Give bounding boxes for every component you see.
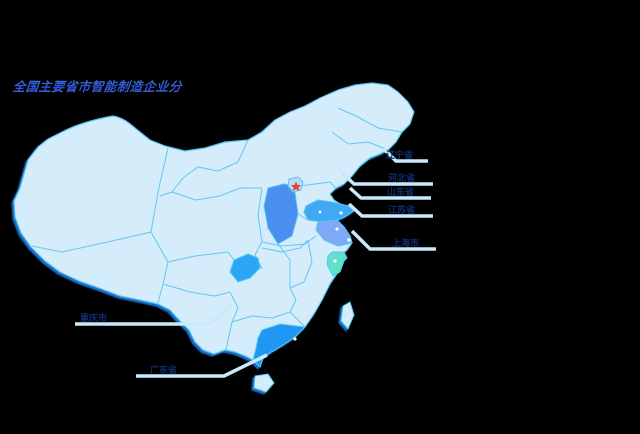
callout-label-liaoning: 辽宁省 xyxy=(386,149,413,161)
hainan-island xyxy=(253,373,275,393)
capital-star-icon xyxy=(290,181,302,192)
callout-lines xyxy=(75,147,436,378)
callout-label-jiangsu: 江苏省 xyxy=(388,204,415,216)
china-country-outline xyxy=(13,82,415,368)
province-jiangsu xyxy=(315,219,353,247)
province-chongqing xyxy=(229,253,261,283)
callout-line-jiangsu xyxy=(347,202,433,218)
province-zhejiang xyxy=(326,251,348,277)
callout-line-liaoning xyxy=(382,147,428,163)
callout-label-shanghai: 上海市 xyxy=(392,237,419,249)
callout-line-hebei xyxy=(336,167,433,186)
province-shandong xyxy=(303,199,356,223)
province-shanxi xyxy=(263,183,299,245)
callout-labels: 辽宁省 河北省 山东省 江苏省 上海市 重庆市 广东省 xyxy=(80,149,419,376)
callout-label-chongqing: 重庆市 xyxy=(80,312,107,324)
callout-line-chongqing xyxy=(75,304,233,326)
callout-label-guangdong: 广东省 xyxy=(150,364,177,376)
callout-label-shandong: 山东省 xyxy=(387,186,414,198)
callout-line-guangdong xyxy=(136,353,268,378)
callout-line-shandong xyxy=(348,186,431,200)
callout-line-shanghai xyxy=(350,229,436,251)
taiwan-island xyxy=(340,301,355,330)
city-dots xyxy=(293,210,351,341)
province-guangdong xyxy=(252,323,306,368)
province-borders xyxy=(31,107,403,351)
callout-label-hebei: 河北省 xyxy=(388,172,415,184)
